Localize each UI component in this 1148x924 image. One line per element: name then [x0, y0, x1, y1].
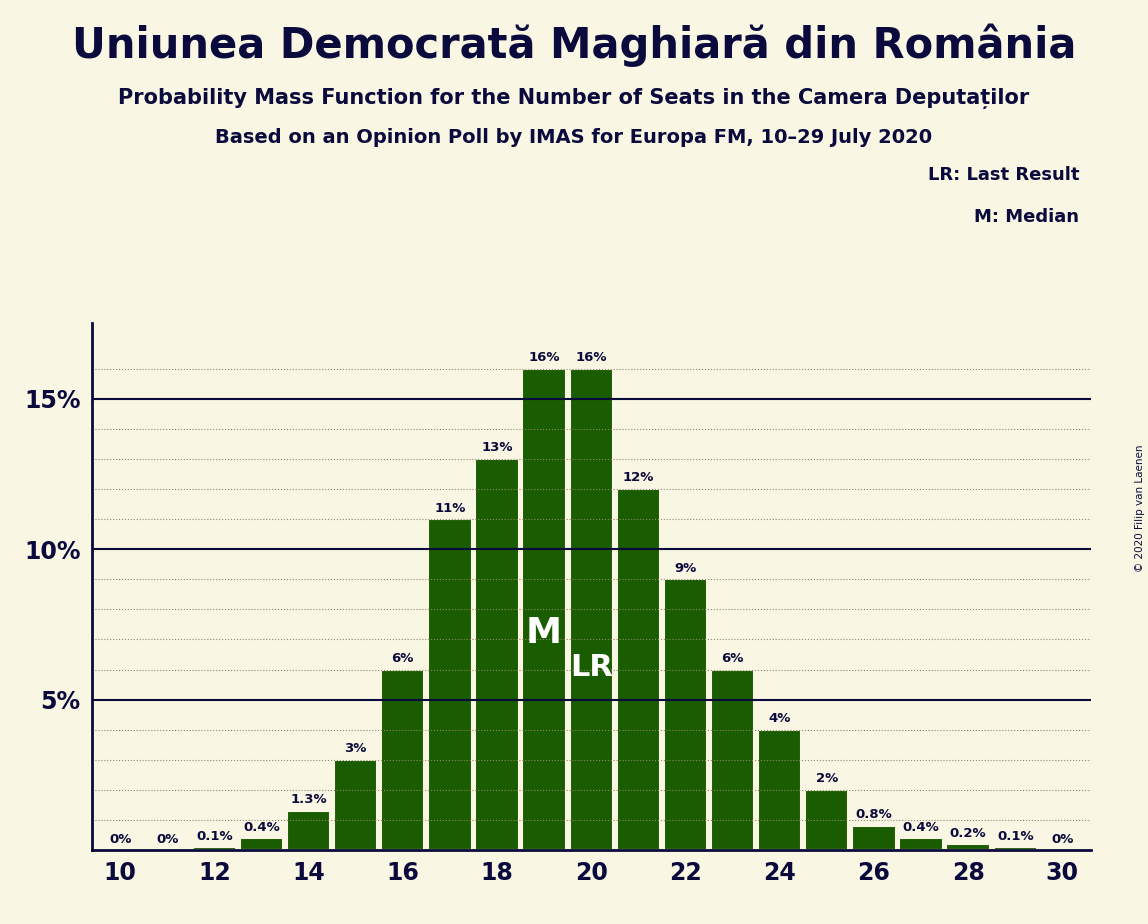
- Text: M: M: [526, 616, 563, 650]
- Text: 0.1%: 0.1%: [996, 830, 1033, 843]
- Bar: [569, 369, 613, 850]
- Text: 11%: 11%: [434, 502, 466, 515]
- Text: 16%: 16%: [575, 351, 607, 364]
- Bar: [522, 369, 566, 850]
- Text: 4%: 4%: [768, 712, 791, 725]
- Bar: [805, 790, 848, 850]
- Bar: [334, 760, 378, 850]
- Text: 6%: 6%: [721, 652, 744, 665]
- Bar: [899, 838, 943, 850]
- Bar: [993, 847, 1037, 850]
- Text: 9%: 9%: [674, 562, 697, 575]
- Bar: [758, 730, 801, 850]
- Text: 0%: 0%: [156, 833, 178, 845]
- Text: 3%: 3%: [344, 742, 367, 755]
- Bar: [287, 811, 331, 850]
- Text: 0.2%: 0.2%: [949, 827, 986, 840]
- Text: 0.8%: 0.8%: [855, 808, 892, 821]
- Bar: [664, 579, 707, 850]
- Text: © 2020 Filip van Laenen: © 2020 Filip van Laenen: [1135, 444, 1145, 572]
- Text: 0.4%: 0.4%: [902, 821, 939, 833]
- Text: 1.3%: 1.3%: [290, 794, 327, 807]
- Text: Based on an Opinion Poll by IMAS for Europa FM, 10–29 July 2020: Based on an Opinion Poll by IMAS for Eur…: [216, 128, 932, 147]
- Text: Uniunea Democrată Maghiară din România: Uniunea Democrată Maghiară din România: [72, 23, 1076, 67]
- Text: 2%: 2%: [815, 772, 838, 785]
- Text: 12%: 12%: [622, 471, 654, 484]
- Text: LR: LR: [569, 652, 613, 682]
- Bar: [946, 844, 990, 850]
- Bar: [193, 847, 236, 850]
- Bar: [240, 838, 284, 850]
- Text: M: Median: M: Median: [975, 208, 1079, 225]
- Text: 0.1%: 0.1%: [196, 830, 233, 843]
- Bar: [428, 519, 472, 850]
- Bar: [852, 826, 895, 850]
- Bar: [475, 459, 519, 850]
- Text: 0.4%: 0.4%: [243, 821, 280, 833]
- Bar: [711, 670, 754, 850]
- Text: 0%: 0%: [1052, 833, 1073, 845]
- Text: 16%: 16%: [528, 351, 560, 364]
- Text: Probability Mass Function for the Number of Seats in the Camera Deputaților: Probability Mass Function for the Number…: [118, 88, 1030, 109]
- Bar: [616, 489, 660, 850]
- Bar: [381, 670, 425, 850]
- Text: LR: Last Result: LR: Last Result: [928, 166, 1079, 184]
- Text: 0%: 0%: [109, 833, 131, 845]
- Text: 13%: 13%: [481, 442, 513, 455]
- Text: 6%: 6%: [391, 652, 414, 665]
